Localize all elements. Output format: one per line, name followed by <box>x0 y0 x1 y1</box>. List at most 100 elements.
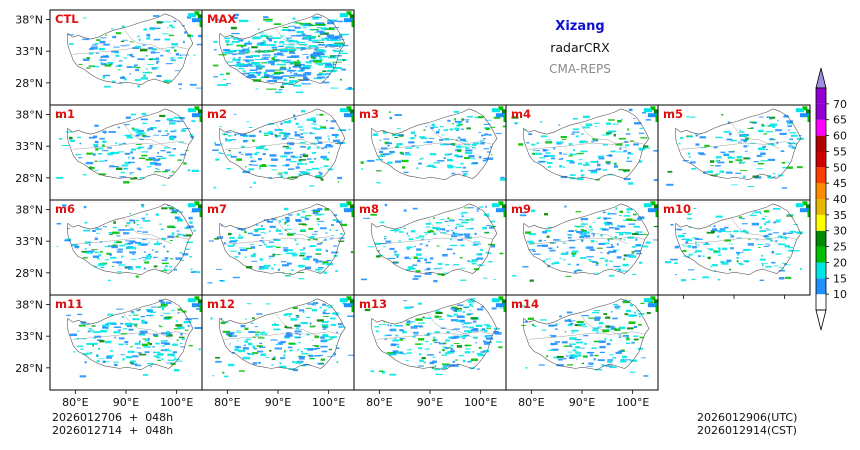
echo-cell <box>625 339 631 341</box>
province-boundary <box>376 141 493 150</box>
echo-cell <box>785 276 792 279</box>
echo-cell <box>325 232 328 234</box>
echo-cell <box>325 144 332 147</box>
echo-cell <box>463 157 470 160</box>
echo-cell <box>567 234 572 235</box>
echo-cell <box>288 368 295 370</box>
echo-cell <box>314 49 319 50</box>
echo-cell <box>278 342 283 345</box>
echo-cell <box>643 375 649 377</box>
echo-cell <box>602 228 609 231</box>
echo-cell <box>314 128 321 130</box>
echo-cell <box>255 71 262 74</box>
echo-cell <box>312 238 318 241</box>
echo-cell <box>433 217 436 219</box>
echo-cell <box>293 22 298 24</box>
echo-cell <box>188 345 193 347</box>
echo-cell <box>168 34 174 37</box>
echo-cell <box>588 362 594 365</box>
echo-cell <box>487 243 495 246</box>
echo-cell <box>789 132 797 134</box>
echo-cell <box>618 225 622 227</box>
echo-cell <box>243 63 253 67</box>
echo-cell <box>168 175 173 176</box>
echo-cell <box>399 351 404 354</box>
echo-cell <box>115 65 121 67</box>
echo-cell <box>522 266 529 268</box>
echo-cell <box>278 59 281 62</box>
echo-cell <box>747 186 755 188</box>
province-boundary <box>224 141 341 150</box>
echo-cell <box>242 347 249 350</box>
echo-cell <box>495 341 503 343</box>
echo-cell <box>141 205 145 208</box>
echo-cell <box>690 161 696 164</box>
echo-cell <box>455 145 461 147</box>
echo-cell <box>311 152 317 154</box>
echo-cell <box>338 52 349 54</box>
echo-cell <box>89 48 94 51</box>
echo-cell <box>414 325 423 327</box>
echo-cell <box>274 347 282 350</box>
echo-cell <box>472 328 479 331</box>
echo-cell <box>329 27 332 29</box>
echo-cell <box>257 73 261 76</box>
echo-cell <box>618 350 623 353</box>
echo-cell <box>787 166 793 169</box>
echo-cell <box>260 62 267 64</box>
echo-cell <box>314 49 325 52</box>
echo-cell <box>96 354 99 357</box>
echo-cell <box>229 343 231 345</box>
echo-cell <box>78 154 82 156</box>
echo-cell <box>440 219 445 220</box>
echo-cell <box>316 27 320 29</box>
echo-cell <box>769 118 773 120</box>
echo-cell <box>226 72 230 75</box>
echo-cell <box>454 309 462 312</box>
echo-cell <box>440 143 447 146</box>
echo-cell <box>283 351 286 353</box>
echo-cell <box>299 254 305 257</box>
echo-cell <box>171 43 178 46</box>
echo-cell <box>638 160 643 163</box>
echo-cell <box>118 229 126 231</box>
echo-cell <box>468 326 474 329</box>
echo-cell <box>719 170 725 173</box>
echo-cell <box>157 359 161 361</box>
echo-cell <box>759 279 765 281</box>
echo-cell <box>777 119 779 122</box>
echo-cell <box>434 315 439 318</box>
echo-cell <box>502 125 506 128</box>
echo-cell <box>113 166 119 168</box>
echo-cell <box>104 159 108 162</box>
echo-cell <box>182 128 184 130</box>
echo-cell <box>187 108 196 113</box>
echo-cell <box>327 320 330 322</box>
province-boundary <box>427 218 476 244</box>
echo-cell <box>462 166 466 169</box>
echo-cell <box>620 225 626 228</box>
echo-cell <box>196 271 200 274</box>
echo-cell <box>341 68 346 71</box>
echo-cell <box>456 155 463 158</box>
echo-cell <box>133 177 138 180</box>
echo-cell <box>141 204 145 207</box>
echo-cell <box>427 240 430 242</box>
echo-cell <box>535 152 542 155</box>
panel-label: m3 <box>359 107 379 121</box>
echo-cell <box>289 273 292 275</box>
echo-cell <box>322 326 329 329</box>
echo-cell <box>229 240 237 243</box>
echo-cell <box>155 120 161 122</box>
echo-cell <box>264 233 267 234</box>
echo-cell <box>277 268 280 271</box>
echo-cell <box>379 139 382 141</box>
echo-cell <box>321 37 330 40</box>
echo-cell <box>263 132 272 135</box>
echo-cell <box>798 135 802 137</box>
echo-cell <box>474 243 481 245</box>
echo-cell <box>715 165 721 167</box>
echo-cell <box>807 210 810 218</box>
echo-cell <box>80 338 87 340</box>
echo-cell <box>237 236 244 239</box>
